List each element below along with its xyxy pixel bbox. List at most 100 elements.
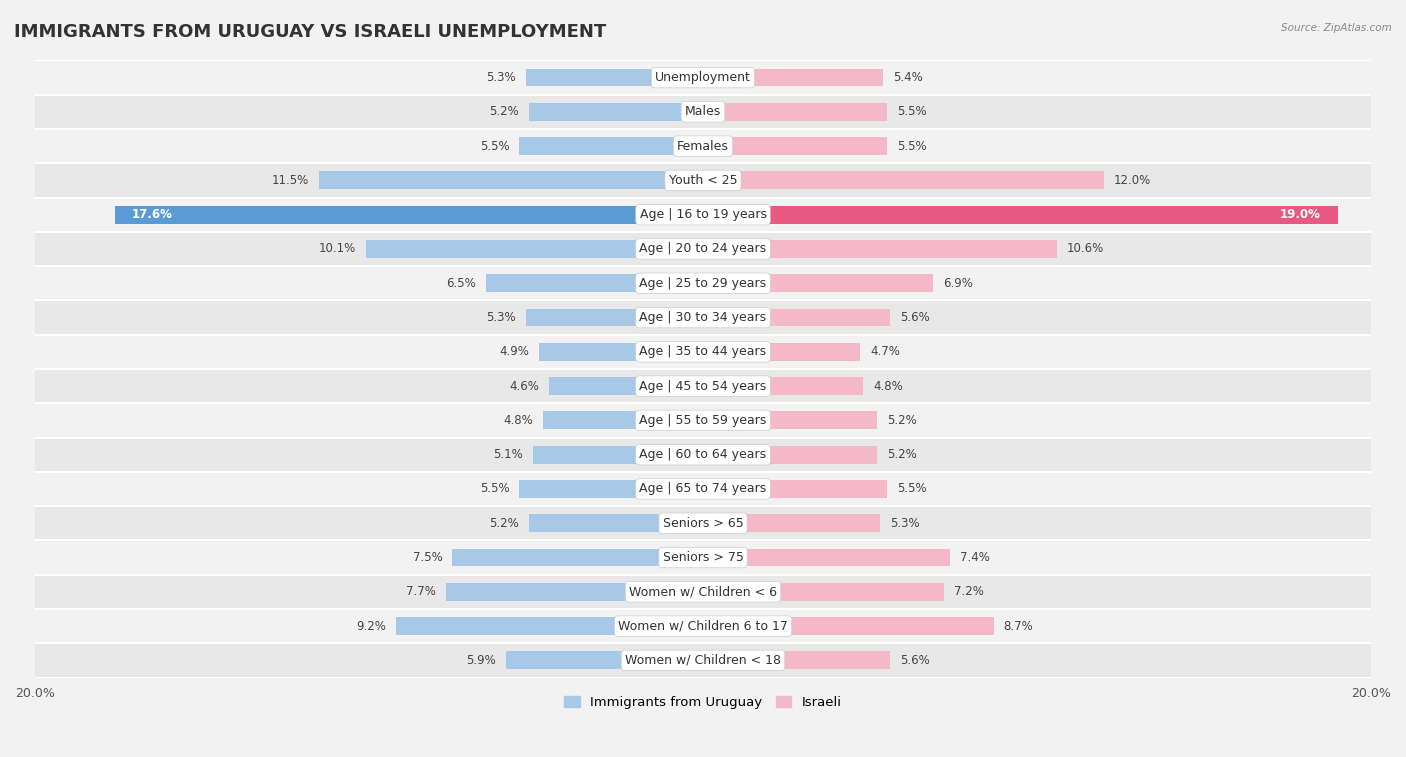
Text: Age | 35 to 44 years: Age | 35 to 44 years [640, 345, 766, 358]
Text: Unemployment: Unemployment [655, 71, 751, 84]
Bar [35, 540, 1371, 575]
Bar [703, 480, 887, 498]
Text: 6.9%: 6.9% [943, 277, 973, 290]
Text: Age | 16 to 19 years: Age | 16 to 19 years [640, 208, 766, 221]
Bar [526, 69, 703, 86]
Bar [703, 137, 887, 155]
Bar [35, 369, 1371, 403]
Text: 4.8%: 4.8% [503, 414, 533, 427]
Text: 5.5%: 5.5% [479, 482, 509, 496]
Text: 4.9%: 4.9% [499, 345, 529, 358]
Text: 12.0%: 12.0% [1114, 174, 1152, 187]
Bar [35, 164, 1371, 198]
Text: Age | 55 to 59 years: Age | 55 to 59 years [640, 414, 766, 427]
Text: 11.5%: 11.5% [271, 174, 309, 187]
Bar [35, 609, 1371, 643]
Bar [703, 240, 1057, 258]
Text: 19.0%: 19.0% [1279, 208, 1322, 221]
Text: 4.6%: 4.6% [509, 379, 540, 393]
Bar [533, 446, 703, 463]
Bar [35, 232, 1371, 266]
Text: Age | 30 to 34 years: Age | 30 to 34 years [640, 311, 766, 324]
Text: 5.6%: 5.6% [900, 654, 929, 667]
Text: 7.4%: 7.4% [960, 551, 990, 564]
Text: 5.3%: 5.3% [486, 71, 516, 84]
Text: Seniors > 75: Seniors > 75 [662, 551, 744, 564]
Bar [529, 103, 703, 121]
Bar [35, 438, 1371, 472]
Bar [395, 617, 703, 635]
Bar [543, 412, 703, 429]
Text: 17.6%: 17.6% [132, 208, 173, 221]
Text: 5.5%: 5.5% [897, 105, 927, 118]
Text: 4.8%: 4.8% [873, 379, 903, 393]
Bar [35, 61, 1371, 95]
Text: Women w/ Children < 18: Women w/ Children < 18 [626, 654, 780, 667]
Bar [550, 377, 703, 395]
Text: Age | 65 to 74 years: Age | 65 to 74 years [640, 482, 766, 496]
Bar [35, 301, 1371, 335]
Bar [703, 103, 887, 121]
Bar [703, 274, 934, 292]
Bar [703, 446, 877, 463]
Bar [35, 198, 1371, 232]
Text: Age | 20 to 24 years: Age | 20 to 24 years [640, 242, 766, 255]
Text: Males: Males [685, 105, 721, 118]
Text: 5.2%: 5.2% [489, 517, 519, 530]
Text: Women w/ Children < 6: Women w/ Children < 6 [628, 585, 778, 598]
Legend: Immigrants from Uruguay, Israeli: Immigrants from Uruguay, Israeli [558, 690, 848, 714]
Text: 5.2%: 5.2% [887, 414, 917, 427]
Text: 7.2%: 7.2% [953, 585, 983, 598]
Text: 10.6%: 10.6% [1067, 242, 1104, 255]
Bar [506, 652, 703, 669]
Text: 5.5%: 5.5% [897, 482, 927, 496]
Text: Age | 60 to 64 years: Age | 60 to 64 years [640, 448, 766, 461]
Text: 5.2%: 5.2% [887, 448, 917, 461]
Bar [319, 172, 703, 189]
Bar [703, 343, 860, 361]
Bar [35, 403, 1371, 438]
Text: 5.3%: 5.3% [890, 517, 920, 530]
Bar [35, 506, 1371, 540]
Text: 5.5%: 5.5% [897, 139, 927, 153]
Bar [35, 472, 1371, 506]
Bar [486, 274, 703, 292]
Bar [446, 583, 703, 601]
Text: 5.3%: 5.3% [486, 311, 516, 324]
Bar [703, 617, 994, 635]
Text: 5.5%: 5.5% [479, 139, 509, 153]
Bar [703, 69, 883, 86]
Text: 5.6%: 5.6% [900, 311, 929, 324]
Text: 5.1%: 5.1% [494, 448, 523, 461]
Bar [453, 549, 703, 566]
Text: Seniors > 65: Seniors > 65 [662, 517, 744, 530]
Bar [703, 412, 877, 429]
Bar [526, 309, 703, 326]
Text: 7.7%: 7.7% [406, 585, 436, 598]
Bar [540, 343, 703, 361]
Text: Age | 45 to 54 years: Age | 45 to 54 years [640, 379, 766, 393]
Bar [519, 480, 703, 498]
Bar [35, 575, 1371, 609]
Bar [519, 137, 703, 155]
Bar [35, 643, 1371, 678]
Text: 6.5%: 6.5% [446, 277, 475, 290]
Bar [35, 266, 1371, 301]
Text: 8.7%: 8.7% [1004, 619, 1033, 633]
Bar [703, 172, 1104, 189]
Bar [35, 335, 1371, 369]
Text: 4.7%: 4.7% [870, 345, 900, 358]
Text: 9.2%: 9.2% [356, 619, 385, 633]
Bar [703, 206, 1337, 223]
Bar [703, 549, 950, 566]
Text: Youth < 25: Youth < 25 [669, 174, 737, 187]
Bar [35, 95, 1371, 129]
Text: 7.5%: 7.5% [413, 551, 443, 564]
Bar [529, 514, 703, 532]
Bar [115, 206, 703, 223]
Text: Females: Females [678, 139, 728, 153]
Bar [703, 309, 890, 326]
Text: 5.9%: 5.9% [467, 654, 496, 667]
Bar [35, 129, 1371, 164]
Bar [703, 652, 890, 669]
